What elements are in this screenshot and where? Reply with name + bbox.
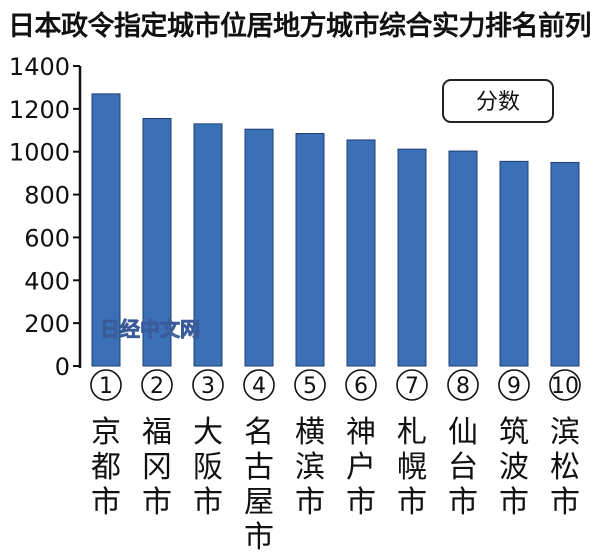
bar: [244, 128, 274, 367]
rank-number: 6: [354, 374, 368, 399]
rank-number: 3: [201, 374, 215, 399]
rank-number: 7: [405, 374, 419, 399]
y-tick-label: 600: [24, 224, 70, 252]
x-tick-label: 神户市: [346, 415, 376, 520]
y-tick-label: 400: [24, 267, 70, 295]
rank-number: 2: [150, 374, 164, 399]
rank-circle: [90, 369, 122, 401]
rank-number: 10: [551, 374, 579, 399]
x-tick-label: 滨松市: [550, 415, 580, 520]
legend-label: 分数: [476, 90, 520, 115]
y-tick-label: 1200: [9, 96, 70, 124]
rank-circle: [345, 369, 377, 401]
rank-number: 9: [507, 374, 521, 399]
y-tick-label: 800: [24, 182, 70, 210]
rank-circle: [141, 369, 173, 401]
x-tick-label: 名古屋市: [244, 415, 274, 554]
y-tick-label: 200: [24, 310, 70, 338]
rank-circle: [243, 369, 275, 401]
rank-circle: [192, 369, 224, 401]
bar: [142, 118, 172, 367]
y-axis: 0 200 400 600 800 1000 1200 1400: [9, 53, 82, 381]
rank-number: 8: [456, 374, 470, 399]
y-tick-label: 1400: [9, 53, 70, 81]
y-tick-label: 1000: [9, 139, 70, 167]
bar: [91, 93, 121, 367]
rank-circle: [396, 369, 428, 401]
bar: [295, 133, 325, 367]
rank-circle: [447, 369, 479, 401]
bar: [448, 150, 478, 367]
bar: [346, 139, 376, 367]
x-tick-label: 筑波市: [499, 415, 529, 520]
legend: 分数: [442, 79, 554, 123]
y-tick-label: 0: [55, 353, 70, 381]
rank-circle: [549, 369, 581, 401]
x-axis: 1 京都市 2 福冈市 3 大阪市 4 名古屋市 5 横滨市 6 神户市 7 札幌市 8 仙台市 9 筑波市 10 滨…: [90, 369, 581, 554]
rank-number: 4: [252, 374, 266, 399]
watermark: 日经中文网: [100, 317, 200, 341]
bar: [193, 123, 223, 367]
x-tick-label: 札幌市: [397, 415, 427, 520]
x-tick-label: 福冈市: [142, 415, 172, 520]
x-tick-label: 大阪市: [193, 415, 223, 520]
rank-circle: [498, 369, 530, 401]
bar: [397, 148, 427, 367]
bar: [550, 161, 580, 367]
chart-title: 日本政令指定城市位居地方城市综合实力排名前列: [8, 11, 592, 42]
bar: [499, 160, 529, 367]
rank-circle: [294, 369, 326, 401]
rank-number: 1: [99, 374, 113, 399]
x-tick-label: 仙台市: [448, 415, 478, 520]
bars: [91, 93, 580, 367]
rank-number: 5: [303, 374, 317, 399]
x-tick-label: 京都市: [91, 415, 121, 520]
x-tick-label: 横滨市: [295, 415, 325, 520]
legend-box: [442, 79, 554, 123]
